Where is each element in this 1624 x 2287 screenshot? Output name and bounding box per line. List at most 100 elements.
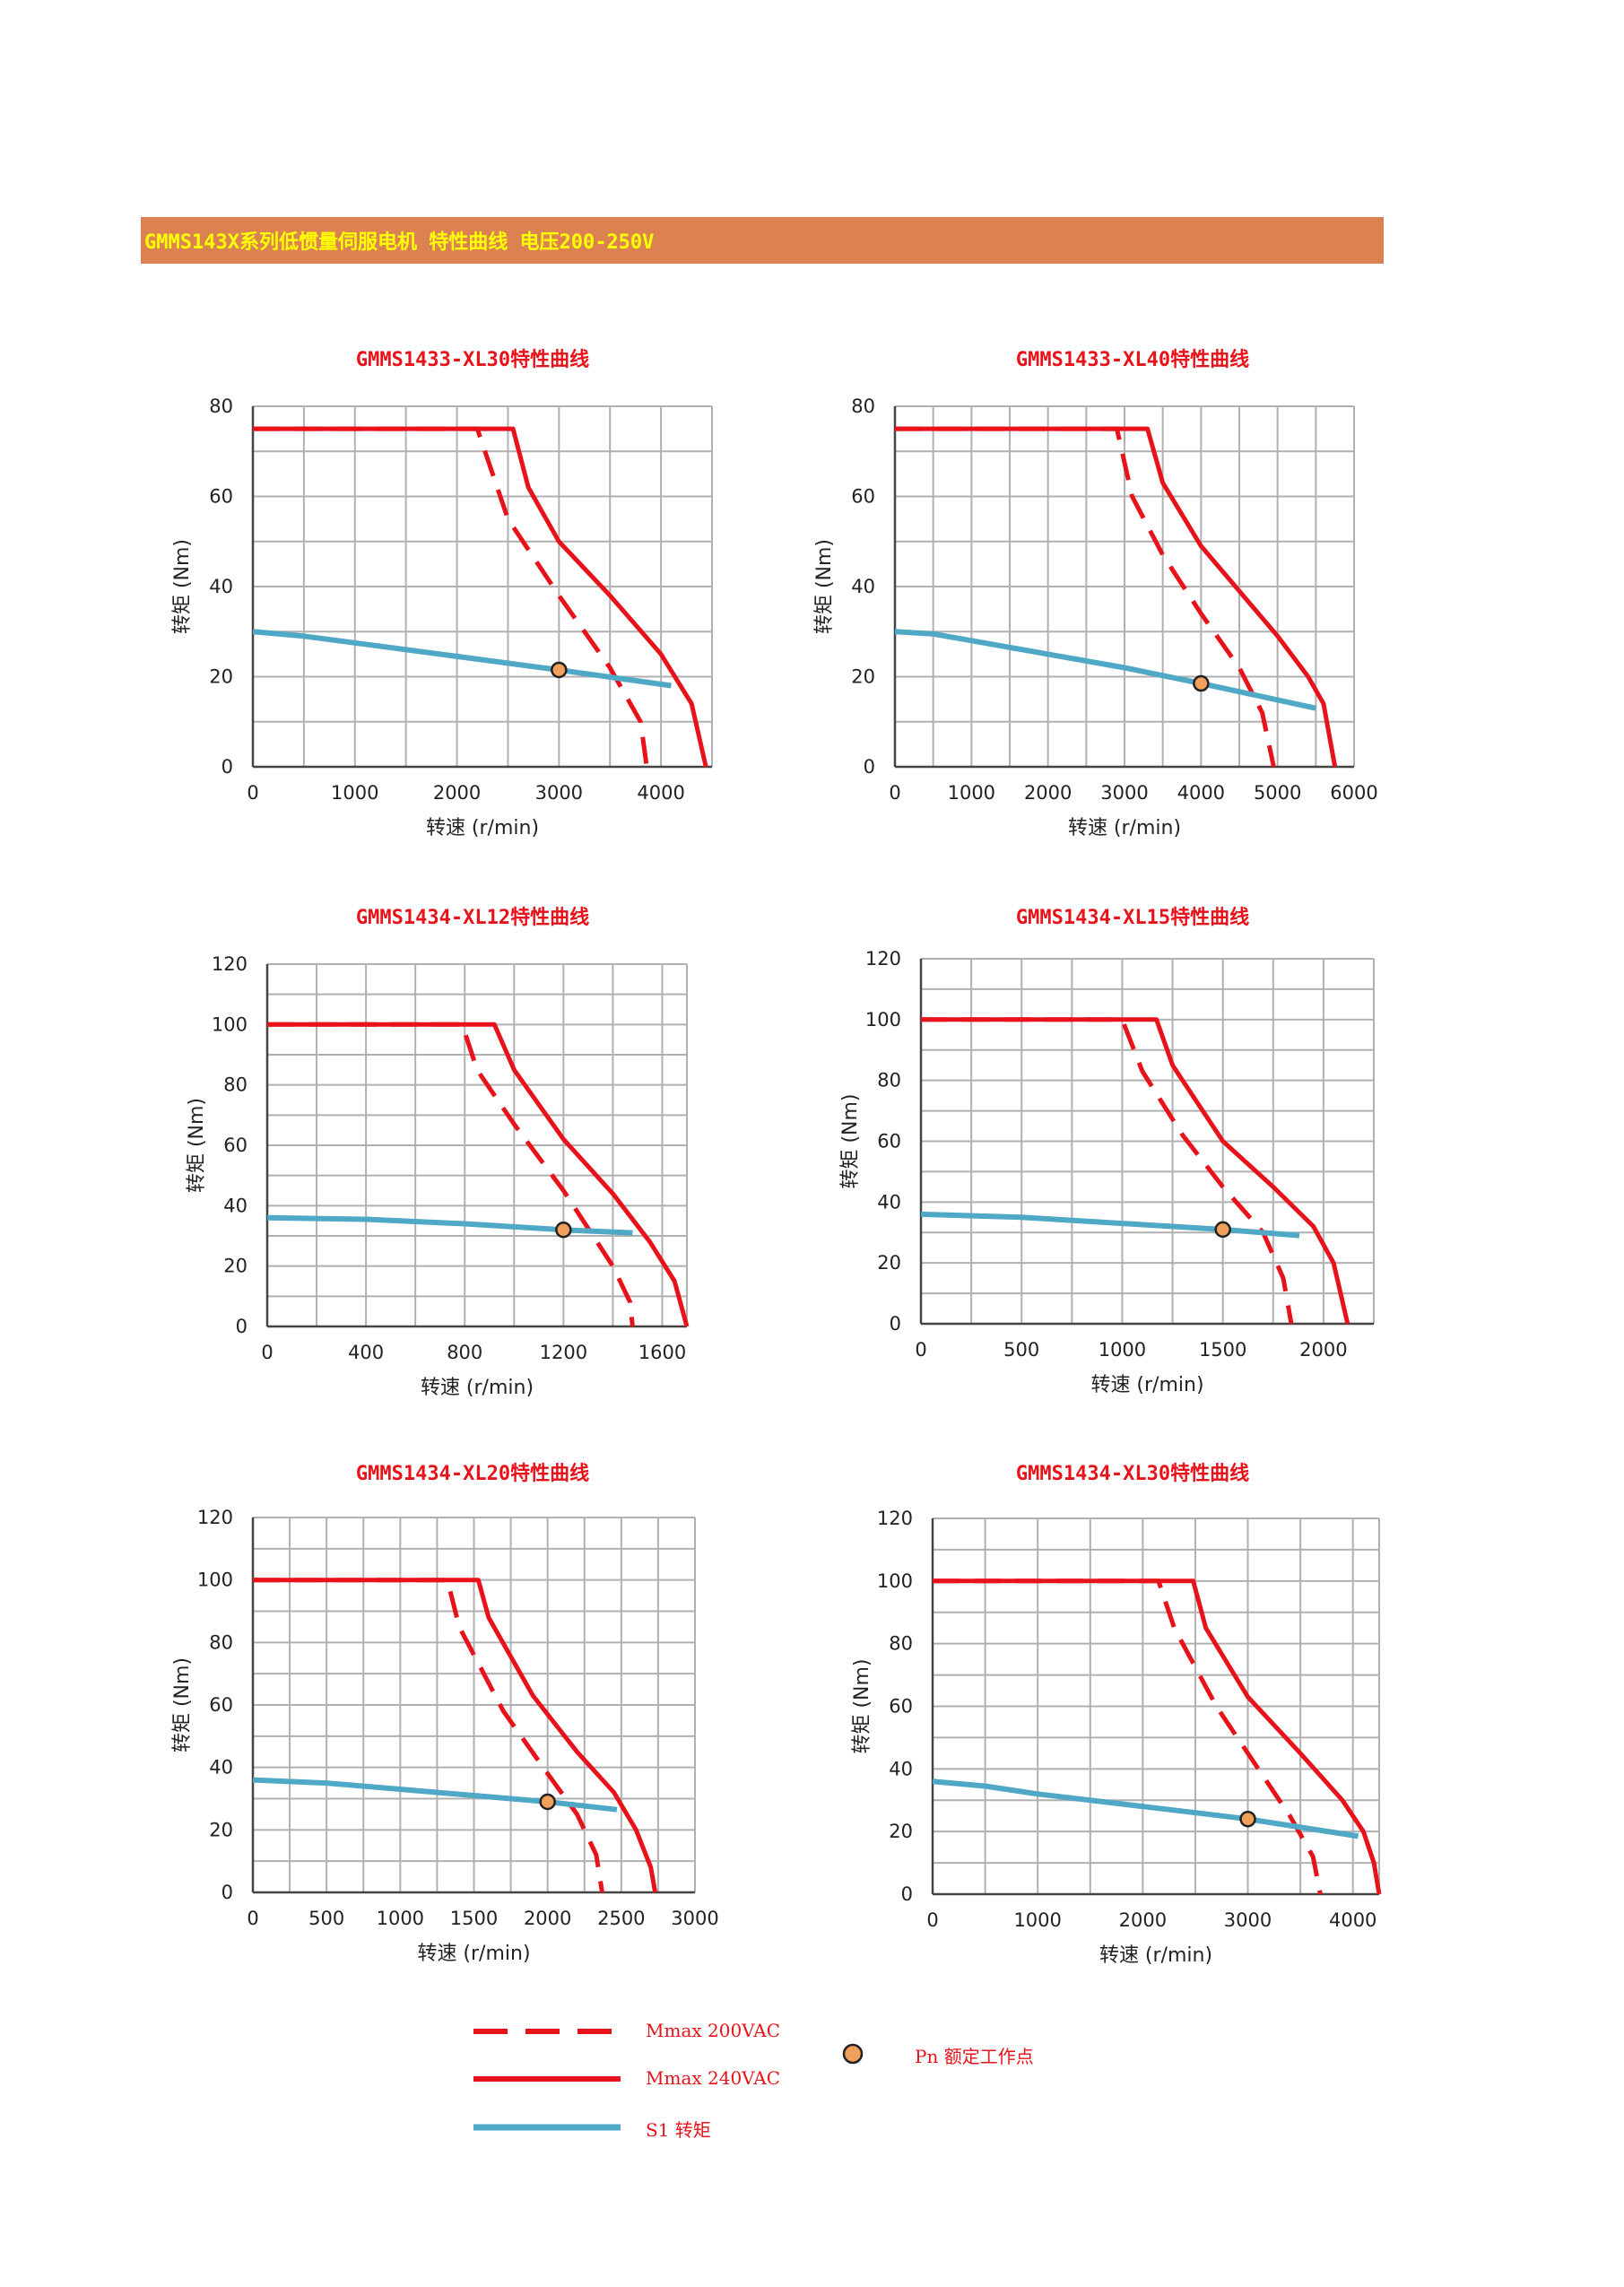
y-tick-label: 20 <box>889 1821 913 1842</box>
x-tick-label: 0 <box>247 1908 258 1929</box>
series-mmax240-line <box>933 1578 1382 1895</box>
x-tick-label: 1600 <box>638 1342 686 1363</box>
x-tick-label: 2000 <box>1119 1909 1167 1931</box>
y-tick-label: 80 <box>223 1074 248 1096</box>
y-tick-label: 40 <box>209 1757 233 1778</box>
chart-title: GMMS1434-XL30特性曲线 <box>1016 1462 1249 1485</box>
x-tick-label: 1000 <box>1099 1339 1146 1361</box>
series-mmax240-line <box>267 1022 690 1327</box>
y-tick-label: 20 <box>209 666 233 688</box>
y-tick-label: 100 <box>212 1013 248 1035</box>
chart-4: GMMS1434-XL15特性曲线 0 500 1000 1500 2000 0 20 40 60… <box>839 906 1375 1396</box>
y-tick-label: 0 <box>221 756 233 778</box>
chart-title: GMMS1433-XL40特性曲线 <box>1016 348 1249 371</box>
chart-title: GMMS1434-XL15特性曲线 <box>1016 906 1249 929</box>
x-tick-label: 0 <box>889 782 900 804</box>
legend-s1-label: S1 转矩 <box>646 2119 711 2141</box>
y-tick-label: 20 <box>209 1819 233 1840</box>
y-tick-label: 20 <box>877 1252 901 1274</box>
x-tick-label: 0 <box>247 782 258 804</box>
x-tick-label: 5000 <box>1254 782 1301 804</box>
series-mmax200-line <box>267 1022 635 1327</box>
y-tick-label: 60 <box>209 1694 233 1716</box>
series-s1-line <box>932 1778 1359 1839</box>
x-tick-label: 1000 <box>377 1908 424 1929</box>
x-tick-label: 1500 <box>1199 1339 1246 1361</box>
y-tick-label: 0 <box>901 1883 913 1905</box>
pn-operating-point <box>539 1793 556 1811</box>
pn-operating-point <box>551 661 568 679</box>
x-tick-label: 1000 <box>331 782 378 804</box>
legend-mmax240-label: Mmax 240VAC <box>646 2067 781 2089</box>
x-tick-label: 2000 <box>1024 782 1072 804</box>
series-mmax240-line <box>895 426 1338 768</box>
x-tick-label: 3000 <box>1100 782 1148 804</box>
x-tick-label: 2000 <box>433 782 481 804</box>
pn-operating-point <box>555 1222 572 1239</box>
x-axis-label: 转速 (r/min) <box>417 1943 530 1965</box>
y-tick-label: 80 <box>877 1070 901 1091</box>
chart-title: GMMS1434-XL20特性曲线 <box>356 1462 589 1485</box>
chart-2: GMMS1433-XL40特性曲线 0 1000 2000 3000 4000 5000 60… <box>813 348 1378 839</box>
x-tick-label: 0 <box>926 1909 938 1931</box>
x-tick-label: 2000 <box>524 1908 571 1929</box>
y-axis-label: 转矩 (Nm) <box>813 539 836 634</box>
series-mmax240-line <box>921 1017 1350 1325</box>
pn-operating-point <box>1239 1810 1256 1828</box>
x-axis-label: 转速 (r/min) <box>1099 1944 1212 1967</box>
series-mmax240-line <box>253 426 708 768</box>
chart-title: GMMS1433-XL30特性曲线 <box>356 348 589 371</box>
x-tick-label: 0 <box>915 1339 926 1361</box>
header-banner: GMMS143X系列低惯量伺服电机 特性曲线 电压200-250V <box>141 217 1384 264</box>
y-tick-label: 40 <box>877 1191 901 1213</box>
x-axis-label: 转速 (r/min) <box>1068 817 1181 839</box>
x-tick-label: 3000 <box>535 782 583 804</box>
x-tick-label: 4000 <box>1329 1909 1376 1931</box>
pn-operating-point <box>1214 1221 1231 1239</box>
x-tick-label: 6000 <box>1330 782 1377 804</box>
x-axis-label: 转速 (r/min) <box>1090 1374 1203 1396</box>
y-axis-label: 转矩 (Nm) <box>171 539 194 634</box>
series-mmax200-line <box>921 1017 1294 1325</box>
y-axis-label: 转矩 (Nm) <box>851 1658 873 1753</box>
y-tick-label: 20 <box>851 666 875 688</box>
y-axis-label: 转矩 (Nm) <box>839 1093 862 1188</box>
y-tick-label: 120 <box>877 1508 913 1529</box>
series-mmax200-line <box>253 1578 604 1893</box>
x-tick-label: 800 <box>447 1342 482 1363</box>
y-tick-label: 80 <box>851 396 875 417</box>
series-s1-line <box>252 1777 618 1813</box>
pn-operating-point <box>1193 674 1210 692</box>
series-s1-line <box>920 1211 1300 1239</box>
series-mmax240-line <box>253 1578 658 1893</box>
y-tick-label: 120 <box>197 1507 233 1528</box>
y-tick-label: 80 <box>209 1631 233 1653</box>
y-tick-label: 60 <box>877 1131 901 1152</box>
chart-1: GMMS1433-XL30特性曲线 0 1000 2000 3000 4000 0 20 40 6… <box>171 348 713 839</box>
y-tick-label: 20 <box>223 1256 248 1277</box>
legend-mmax200-label: Mmax 200VAC <box>646 2020 781 2041</box>
y-tick-label: 40 <box>889 1758 913 1779</box>
x-tick-label: 1000 <box>948 782 995 804</box>
x-tick-label: 1200 <box>540 1342 587 1363</box>
x-tick-label: 500 <box>1003 1339 1039 1361</box>
y-tick-label: 80 <box>889 1633 913 1655</box>
x-tick-label: 3000 <box>1224 1909 1272 1931</box>
y-axis-label: 转矩 (Nm) <box>171 1657 194 1752</box>
series-s1-line <box>252 629 672 689</box>
y-tick-label: 0 <box>221 1882 233 1903</box>
y-tick-label: 120 <box>865 948 901 970</box>
y-tick-label: 40 <box>851 576 875 597</box>
y-tick-label: 100 <box>865 1009 901 1030</box>
series-mmax200-line <box>253 426 649 768</box>
series-s1-line <box>894 629 1316 711</box>
x-tick-label: 4000 <box>1177 782 1225 804</box>
y-tick-label: 80 <box>209 396 233 417</box>
legend-pn-label: Pn 额定工作点 <box>915 2046 1034 2067</box>
y-tick-label: 60 <box>209 486 233 508</box>
x-tick-label: 2500 <box>597 1908 645 1929</box>
chart-title: GMMS1434-XL12特性曲线 <box>356 906 589 929</box>
y-tick-label: 120 <box>212 953 248 975</box>
